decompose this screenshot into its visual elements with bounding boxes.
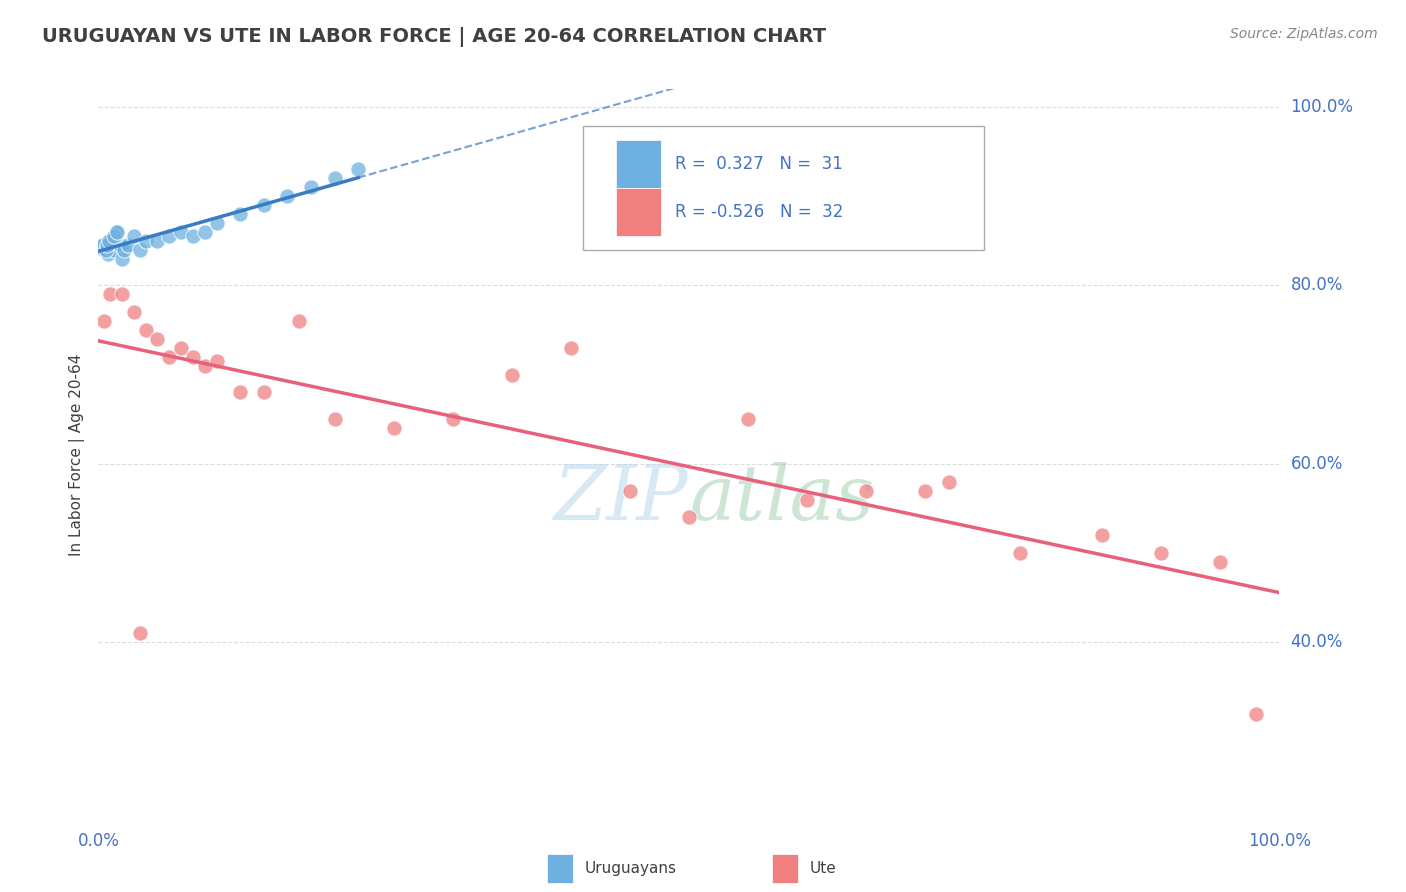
Text: Uruguayans: Uruguayans [585, 861, 678, 876]
Point [111, 287, 134, 301]
Point [170, 341, 193, 355]
Point [737, 412, 759, 426]
Bar [616, 140, 661, 187]
Point [122, 305, 145, 319]
Point [194, 225, 217, 239]
Point [135, 234, 157, 248]
Text: URUGUAYAN VS UTE IN LABOR FORCE | AGE 20-64 CORRELATION CHART: URUGUAYAN VS UTE IN LABOR FORCE | AGE 20… [42, 27, 827, 46]
Point [105, 225, 128, 239]
Point [117, 238, 139, 252]
Text: 100.0%: 100.0% [1291, 98, 1354, 116]
Point [146, 332, 169, 346]
Point [157, 350, 180, 364]
Point [93, 243, 115, 257]
Point [91, 238, 114, 252]
Point [382, 421, 405, 435]
Point [112, 243, 135, 257]
Text: R = -0.526   N =  32: R = -0.526 N = 32 [675, 203, 844, 221]
Point [205, 216, 228, 230]
Point [105, 225, 128, 239]
Point [194, 359, 217, 373]
Point [94, 243, 117, 257]
Point [101, 243, 124, 257]
Point [253, 198, 276, 212]
Point [1150, 546, 1173, 560]
Bar [616, 188, 661, 235]
Point [855, 483, 877, 498]
Text: Ute: Ute [810, 861, 837, 876]
Y-axis label: In Labor Force | Age 20-64: In Labor Force | Age 20-64 [69, 354, 84, 556]
Point [97, 247, 120, 261]
Bar [547, 854, 574, 883]
Point [157, 229, 180, 244]
Point [181, 229, 204, 244]
Point [103, 229, 125, 244]
Point [98, 234, 121, 248]
Point [229, 207, 252, 221]
FancyBboxPatch shape [582, 126, 984, 250]
Text: Source: ZipAtlas.com: Source: ZipAtlas.com [1230, 27, 1378, 41]
Text: 40.0%: 40.0% [1291, 633, 1343, 651]
Point [181, 350, 204, 364]
Point [288, 314, 311, 328]
Point [619, 483, 641, 498]
Point [938, 475, 960, 489]
Text: R =  0.327   N =  31: R = 0.327 N = 31 [675, 155, 842, 173]
Text: 60.0%: 60.0% [1291, 455, 1343, 473]
Point [678, 510, 700, 524]
Point [347, 162, 370, 177]
Point [146, 234, 169, 248]
Point [98, 287, 121, 301]
Point [108, 238, 131, 252]
Point [1091, 528, 1114, 542]
Point [560, 341, 582, 355]
Text: ZIP: ZIP [554, 462, 689, 536]
Point [441, 412, 464, 426]
Point [1008, 546, 1031, 560]
Point [276, 189, 298, 203]
Point [128, 626, 150, 640]
Bar [772, 854, 797, 883]
Point [1244, 706, 1267, 721]
Text: atlas: atlas [689, 462, 875, 536]
Point [205, 354, 228, 368]
Point [1209, 555, 1232, 569]
Point [135, 323, 157, 337]
Point [914, 483, 936, 498]
Text: 80.0%: 80.0% [1291, 277, 1343, 294]
Point [91, 238, 114, 252]
Point [122, 229, 145, 244]
Point [796, 492, 818, 507]
Point [253, 385, 276, 400]
Point [170, 225, 193, 239]
Point [128, 243, 150, 257]
Point [96, 238, 118, 252]
Point [299, 180, 322, 194]
Point [323, 412, 346, 426]
Point [93, 314, 115, 328]
Point [501, 368, 523, 382]
Point [98, 234, 121, 248]
Point [229, 385, 252, 400]
Point [111, 252, 134, 266]
Point [323, 171, 346, 186]
